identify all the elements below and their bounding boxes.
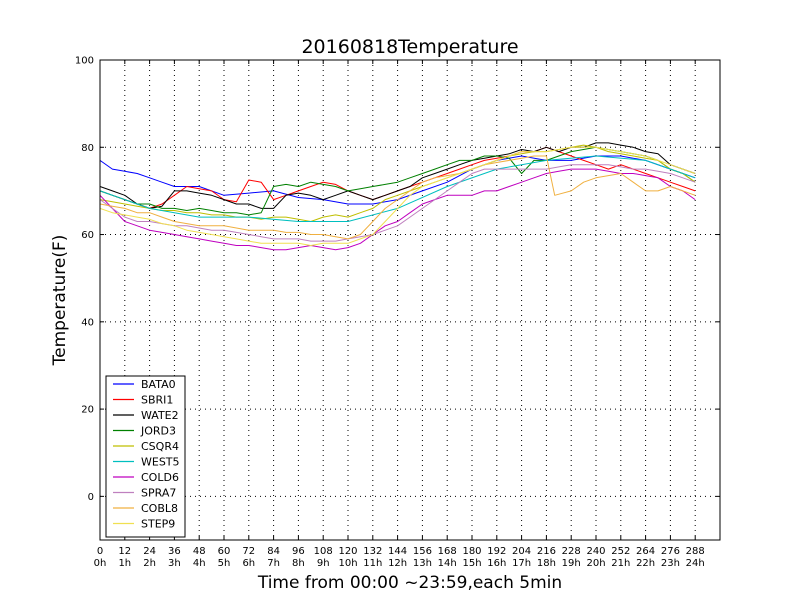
x-tick-label: 84 bbox=[267, 546, 280, 557]
x-tick-hour-label: 16h bbox=[487, 558, 506, 569]
y-tick-label: 60 bbox=[81, 230, 94, 241]
legend-box bbox=[105, 375, 186, 538]
x-tick-hour-label: 15h bbox=[462, 558, 481, 569]
x-tick-label: 108 bbox=[314, 546, 333, 557]
legend-label: WEST5 bbox=[141, 456, 180, 469]
x-tick-hour-label: 11h bbox=[363, 558, 382, 569]
x-tick-label: 288 bbox=[686, 546, 705, 557]
x-tick-hour-label: 24h bbox=[686, 558, 705, 569]
x-tick-label: 156 bbox=[413, 546, 432, 557]
x-tick-label: 264 bbox=[636, 546, 655, 557]
x-tick-hour-label: 14h bbox=[438, 558, 457, 569]
x-tick-label: 24 bbox=[143, 546, 156, 557]
legend-label: BATA0 bbox=[141, 378, 176, 391]
y-tick-label: 40 bbox=[81, 317, 94, 328]
legend-label: COBL8 bbox=[141, 502, 178, 515]
x-tick-hour-label: 9h bbox=[317, 558, 330, 569]
y-tick-label: 80 bbox=[81, 143, 94, 154]
x-tick-hour-label: 6h bbox=[242, 558, 255, 569]
x-tick-label: 240 bbox=[586, 546, 605, 557]
x-tick-label: 12 bbox=[118, 546, 131, 557]
legend-label: STEP9 bbox=[141, 518, 175, 531]
series-line-cobl8 bbox=[99, 155, 696, 240]
x-tick-hour-label: 23h bbox=[661, 558, 680, 569]
x-axis-label: Time from 00:00 ~23:59,each 5min bbox=[257, 573, 562, 593]
x-tick-label: 120 bbox=[338, 546, 357, 557]
x-tick-label: 228 bbox=[562, 546, 581, 557]
x-tick-hour-label: 10h bbox=[338, 558, 357, 569]
x-tick-label: 0 bbox=[97, 546, 103, 557]
x-tick-label: 216 bbox=[537, 546, 556, 557]
x-tick-hour-label: 4h bbox=[193, 558, 206, 569]
x-tick-hour-label: 1h bbox=[118, 558, 131, 569]
x-tick-label: 192 bbox=[487, 546, 506, 557]
x-tick-label: 132 bbox=[363, 546, 382, 557]
legend: BATA0 SBRI1 WATE2 JORD3 CSQR4 WEST5 COLD6 SPRA7… bbox=[105, 375, 186, 538]
x-tick-label: 252 bbox=[611, 546, 630, 557]
x-tick-hour-label: 13h bbox=[413, 558, 432, 569]
axis-ticks: 00h121h242h363h484h605h726h847h968h1089h… bbox=[75, 56, 720, 569]
legend-label: SPRA7 bbox=[141, 487, 176, 500]
y-tick-label: 0 bbox=[88, 492, 94, 503]
legend-label: SBRI1 bbox=[141, 394, 173, 407]
x-tick-hour-label: 3h bbox=[168, 558, 181, 569]
y-tick-label: 100 bbox=[75, 56, 94, 67]
legend-label: JORD3 bbox=[140, 425, 176, 438]
x-tick-label: 36 bbox=[168, 546, 181, 557]
x-tick-label: 276 bbox=[661, 546, 680, 557]
x-tick-hour-label: 0h bbox=[94, 558, 107, 569]
series-line-cold6 bbox=[99, 168, 696, 251]
legend-label: WATE2 bbox=[141, 409, 179, 422]
plot-frame bbox=[99, 59, 721, 541]
y-tick-label: 20 bbox=[81, 405, 94, 416]
x-tick-label: 48 bbox=[193, 546, 206, 557]
series-line-spra7 bbox=[99, 164, 696, 242]
series-line-step9 bbox=[99, 146, 696, 246]
x-tick-hour-label: 19h bbox=[562, 558, 581, 569]
x-tick-hour-label: 18h bbox=[537, 558, 556, 569]
x-tick-label: 72 bbox=[242, 546, 255, 557]
x-tick-label: 180 bbox=[462, 546, 481, 557]
series-lines bbox=[99, 142, 696, 251]
x-tick-label: 96 bbox=[292, 546, 305, 557]
x-tick-hour-label: 21h bbox=[611, 558, 630, 569]
y-axis-label: Temperature(F) bbox=[50, 235, 70, 367]
x-tick-hour-label: 7h bbox=[267, 558, 280, 569]
x-tick-hour-label: 20h bbox=[586, 558, 605, 569]
x-tick-label: 168 bbox=[438, 546, 457, 557]
x-tick-label: 60 bbox=[218, 546, 231, 557]
x-tick-hour-label: 2h bbox=[143, 558, 156, 569]
chart-title: 20160818Temperature bbox=[301, 36, 518, 58]
legend-label: COLD6 bbox=[141, 471, 179, 484]
x-tick-hour-label: 17h bbox=[512, 558, 531, 569]
x-tick-hour-label: 5h bbox=[218, 558, 231, 569]
x-tick-hour-label: 12h bbox=[388, 558, 407, 569]
legend-label: CSQR4 bbox=[141, 440, 179, 453]
grid-lines bbox=[99, 59, 720, 540]
series-line-wate2 bbox=[99, 142, 696, 209]
x-tick-hour-label: 8h bbox=[292, 558, 305, 569]
x-tick-label: 204 bbox=[512, 546, 531, 557]
series-line-bata0 bbox=[99, 155, 696, 205]
x-tick-label: 144 bbox=[388, 546, 407, 557]
x-tick-hour-label: 22h bbox=[636, 558, 655, 569]
